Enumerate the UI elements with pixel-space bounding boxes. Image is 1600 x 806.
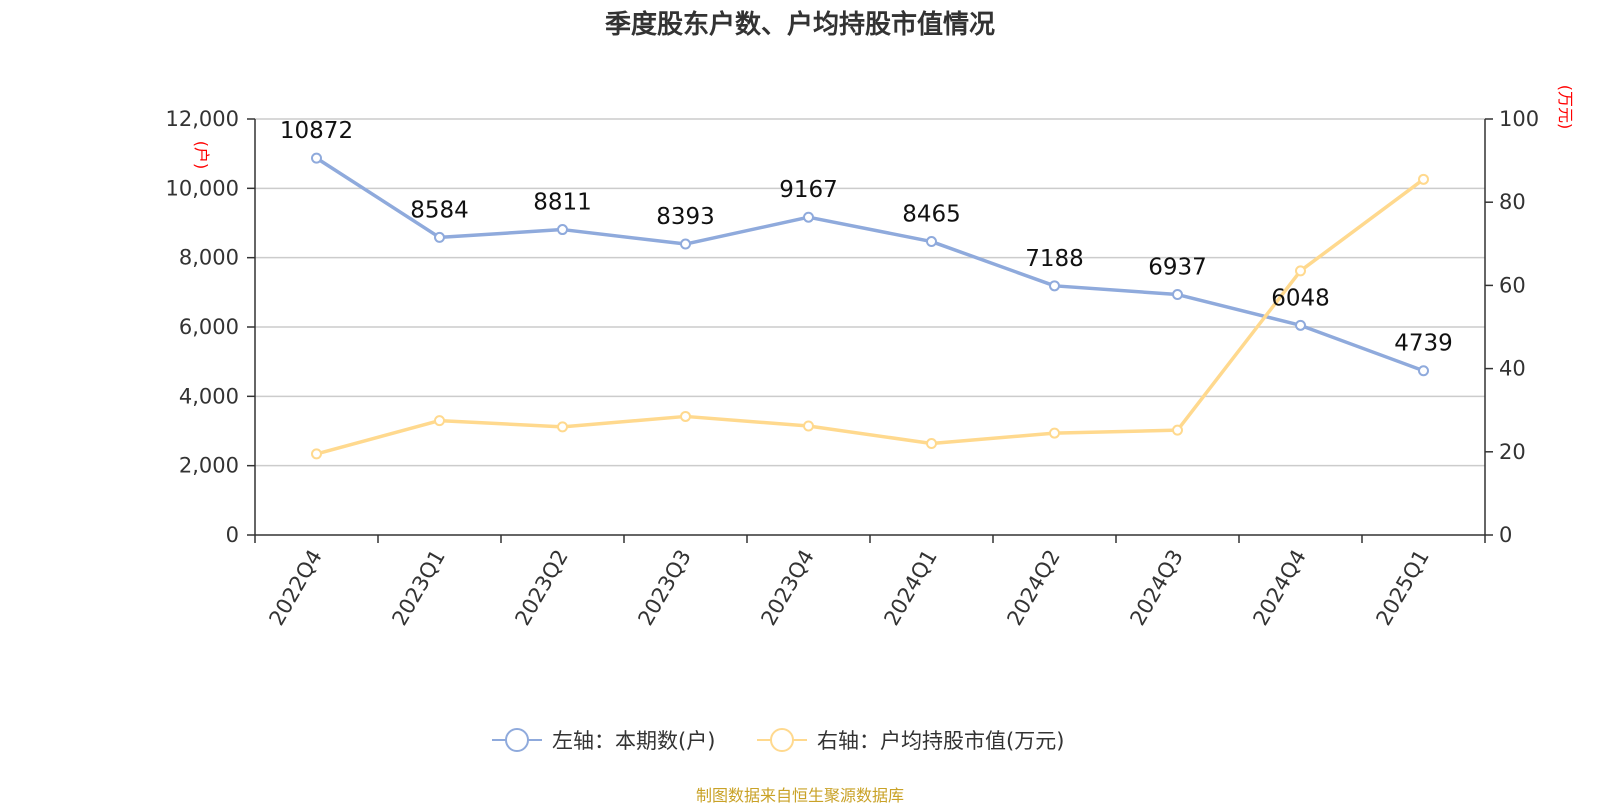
right-axis-unit: (万元) <box>1556 85 1575 130</box>
series-1-point <box>1172 289 1183 301</box>
tick-labels: 0 2,000 4,000 6,000 8,000 10,000 12,000 0 20 40 60… <box>166 85 1575 630</box>
data-label: 4739 <box>1394 331 1453 357</box>
right-tick-label: 80 <box>1499 190 1526 214</box>
x-tick-label: 2022Q4 <box>264 546 326 630</box>
left-tick-label: 2,000 <box>179 454 239 478</box>
series-2-point <box>311 448 322 460</box>
data-label: 6937 <box>1148 255 1207 281</box>
series-1-point <box>311 152 322 164</box>
series-2-point <box>803 420 814 432</box>
series-1-point <box>434 231 445 243</box>
data-label: 8393 <box>656 204 715 230</box>
series-1-point <box>557 224 568 236</box>
data-labels: 10872 8584 8811 8393 9167 8465 7188 6937 6048 473… <box>280 118 1453 357</box>
x-tick-label: 2024Q2 <box>1002 546 1064 630</box>
series-line-2 <box>314 177 1426 456</box>
x-tick-label: 2024Q1 <box>879 546 941 630</box>
x-tick-label: 2023Q2 <box>510 546 572 630</box>
series-1-point <box>1418 365 1429 377</box>
right-tick-label: 100 <box>1499 107 1539 131</box>
x-tick-label: 2025Q1 <box>1371 546 1433 630</box>
series-1-point <box>680 238 691 250</box>
series-1-point <box>803 211 814 223</box>
legend-marker-2 <box>770 728 794 752</box>
gridlines <box>255 118 1485 467</box>
series-lines <box>311 152 1429 460</box>
right-tick-label: 40 <box>1499 357 1526 381</box>
data-label: 8584 <box>410 197 469 223</box>
series-1-point <box>1295 319 1306 331</box>
x-tick-label: 2024Q4 <box>1248 546 1310 630</box>
series-2-point <box>1418 173 1429 185</box>
series-line-1 <box>314 156 1426 373</box>
series-2-point <box>1295 265 1306 277</box>
source-note: 制图数据来自恒生聚源数据库 <box>695 786 904 805</box>
series-2-point <box>1172 424 1183 436</box>
data-label: 7188 <box>1025 246 1084 272</box>
left-tick-label: 10,000 <box>166 176 239 200</box>
legend-marker-1 <box>505 728 529 752</box>
left-tick-label: 4,000 <box>179 384 239 408</box>
left-tick-label: 8,000 <box>179 246 239 270</box>
left-tick-label: 12,000 <box>166 107 239 131</box>
left-tick-label: 6,000 <box>179 315 239 339</box>
data-label: 8465 <box>902 202 961 228</box>
right-tick-label: 0 <box>1499 523 1512 547</box>
x-tick-label: 2024Q3 <box>1125 546 1187 630</box>
right-tick-label: 60 <box>1499 273 1526 297</box>
legend-label-1: 左轴：本期数(户) <box>552 729 715 753</box>
data-label: 10872 <box>280 118 353 144</box>
chart-title: 季度股东户数、户均持股市值情况 <box>604 10 995 40</box>
left-axis-unit: (户) <box>192 141 211 170</box>
right-tick-label: 20 <box>1499 440 1526 464</box>
x-tick-label: 2023Q1 <box>387 546 449 630</box>
chart-svg: 0 2,000 4,000 6,000 8,000 10,000 12,000 0 20 40 60… <box>166 85 1575 753</box>
series-2-point <box>1049 427 1060 439</box>
series-2-point <box>557 421 568 433</box>
data-label: 6048 <box>1271 285 1330 311</box>
series-2-point <box>434 415 445 427</box>
x-tick-label: 2023Q4 <box>756 546 818 630</box>
series-2-point <box>926 437 937 449</box>
series-1-point <box>926 236 937 248</box>
series-1-point <box>1049 280 1060 292</box>
axes <box>247 118 1493 543</box>
x-tick-label: 2023Q3 <box>633 546 695 630</box>
legend: 左轴：本期数(户) 右轴：户均持股市值(万元) <box>492 728 1064 753</box>
series-2-point <box>680 410 691 422</box>
left-tick-label: 0 <box>226 523 239 547</box>
data-label: 8811 <box>533 190 592 216</box>
legend-label-2: 右轴：户均持股市值(万元) <box>817 729 1064 753</box>
data-label: 9167 <box>779 177 838 203</box>
